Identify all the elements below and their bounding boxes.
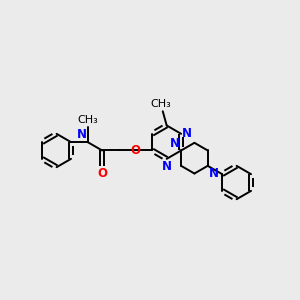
Text: CH₃: CH₃ <box>77 115 98 125</box>
Text: N: N <box>170 136 180 149</box>
Text: O: O <box>97 167 107 181</box>
Text: N: N <box>182 127 192 140</box>
Text: N: N <box>209 167 219 180</box>
Text: O: O <box>130 144 141 157</box>
Text: CH₃: CH₃ <box>150 99 171 109</box>
Text: N: N <box>77 128 87 141</box>
Text: N: N <box>162 160 172 173</box>
